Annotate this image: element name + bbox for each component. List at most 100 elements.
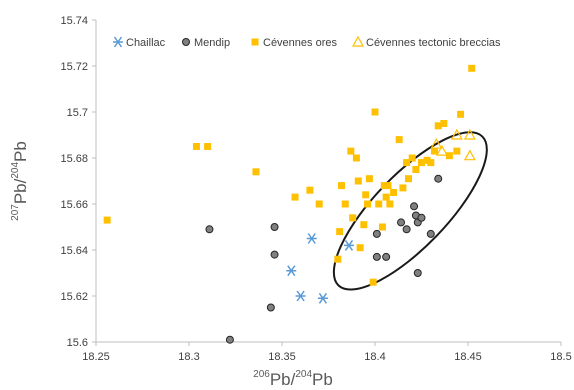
data-point-square xyxy=(360,221,368,229)
legend-marker-circle xyxy=(182,38,190,46)
legend-marker-triangle xyxy=(351,35,365,47)
data-point-square xyxy=(291,193,299,201)
data-point-square xyxy=(352,154,360,162)
data-point-asterisk xyxy=(317,292,328,304)
data-point-square xyxy=(306,186,314,194)
data-point-square xyxy=(412,166,420,173)
data-point-circle xyxy=(402,225,411,234)
data-point-square xyxy=(399,184,407,192)
data-point-square xyxy=(362,191,370,199)
data-point-square xyxy=(341,200,349,208)
legend-label: Mendip xyxy=(194,37,230,49)
y-tick-label: 15.72 xyxy=(60,61,88,73)
data-point-square xyxy=(380,182,388,190)
data-point-square xyxy=(384,182,392,190)
y-tick-label: 15.7 xyxy=(67,107,88,119)
y-tick-label: 15.6 xyxy=(67,337,88,349)
data-point-square xyxy=(378,223,386,231)
x-tick-label: 18.25 xyxy=(82,351,110,363)
data-point-square xyxy=(252,168,260,176)
data-point-square xyxy=(408,154,416,162)
data-point-circle xyxy=(434,174,443,183)
data-point-square xyxy=(431,147,439,155)
legend: Chaillac Mendip Cévennes ores Cévennes tect… xyxy=(113,35,501,49)
x-axis-title-base: Pb/ xyxy=(270,370,296,389)
data-point-square xyxy=(418,159,425,167)
x-axis-title-sup1: 206 xyxy=(253,369,270,380)
data-point-triangle xyxy=(430,137,443,149)
y-axis-title-base2: Pb xyxy=(11,141,30,162)
data-point-square xyxy=(390,189,398,196)
data-point-square xyxy=(349,214,357,222)
data-point-square xyxy=(315,200,323,208)
data-point-circle xyxy=(372,252,381,261)
data-point-circle xyxy=(270,223,279,231)
data-point-square xyxy=(192,143,200,150)
data-point-square xyxy=(354,177,362,185)
data-point-circle xyxy=(270,250,279,259)
data-point-circle xyxy=(417,213,426,222)
data-point-square xyxy=(365,175,373,183)
y-tick-label: 15.62 xyxy=(60,291,88,303)
data-point-square xyxy=(371,108,379,116)
data-point-triangle xyxy=(435,144,448,156)
data-point-square xyxy=(403,159,411,167)
y-tick-label: 15.66 xyxy=(60,199,88,211)
x-tick-label: 18.45 xyxy=(454,351,482,363)
data-point-triangle xyxy=(463,128,476,140)
data-point-circle xyxy=(410,202,419,211)
data-point-square xyxy=(445,152,453,160)
data-point-square xyxy=(338,182,346,190)
data-point-square xyxy=(364,200,372,208)
y-axis-title: 207Pb/204Pb xyxy=(10,141,30,221)
data-point-square xyxy=(395,136,403,144)
data-point-square xyxy=(440,120,448,127)
data-point-square xyxy=(423,156,431,164)
y-tick-label: 15.68 xyxy=(60,153,88,165)
x-tick-label: 18.4 xyxy=(364,351,385,363)
data-point-square xyxy=(375,200,383,208)
data-point-square xyxy=(369,278,377,286)
data-point-square xyxy=(457,110,465,118)
legend-label: Cévennes ores xyxy=(263,37,337,49)
data-point-square xyxy=(382,193,390,201)
x-axis-title-sup2: 204 xyxy=(295,369,312,380)
data-point-square xyxy=(103,216,111,224)
data-point-circle xyxy=(397,218,406,227)
legend-label: Cévennes tectonic breccias xyxy=(366,37,501,49)
legend-marker-square xyxy=(251,38,259,46)
x-tick-label: 18.5 xyxy=(550,351,571,363)
data-point-square xyxy=(386,200,394,208)
data-point-square xyxy=(404,175,412,183)
data-point-square xyxy=(356,244,364,252)
y-tick-label: 15.64 xyxy=(60,245,88,257)
y-axis-title-base: Pb/ xyxy=(11,178,30,204)
x-tick-label: 18.35 xyxy=(268,351,296,363)
data-point-triangle xyxy=(450,128,463,140)
y-axis-title-sup2: 204 xyxy=(10,162,21,179)
data-point-square xyxy=(453,147,461,155)
data-point-asterisk xyxy=(286,265,297,277)
data-point-circle xyxy=(266,303,275,312)
data-point-square xyxy=(427,159,435,167)
axis-titles: 206Pb/204Pb 207Pb/204Pb xyxy=(10,141,333,389)
data-point-circle xyxy=(372,229,381,238)
legend-label: Chaillac xyxy=(126,37,166,49)
legend-marker-asterisk xyxy=(113,36,123,48)
data-point-square xyxy=(468,64,476,72)
data-point-square xyxy=(347,147,355,155)
data-point-asterisk xyxy=(295,290,306,302)
data-point-circle xyxy=(382,252,391,261)
data-point-square xyxy=(204,143,212,150)
data-point-square xyxy=(434,122,442,130)
y-axis-title-sup1: 207 xyxy=(10,204,21,221)
data-point-square xyxy=(334,255,342,263)
data-point-asterisk xyxy=(343,239,354,251)
x-axis-title: 206Pb/204Pb xyxy=(253,369,333,389)
data-point-square xyxy=(336,228,344,236)
data-point-circle xyxy=(225,335,234,344)
points-layer xyxy=(103,64,476,344)
data-point-circle xyxy=(413,269,422,277)
